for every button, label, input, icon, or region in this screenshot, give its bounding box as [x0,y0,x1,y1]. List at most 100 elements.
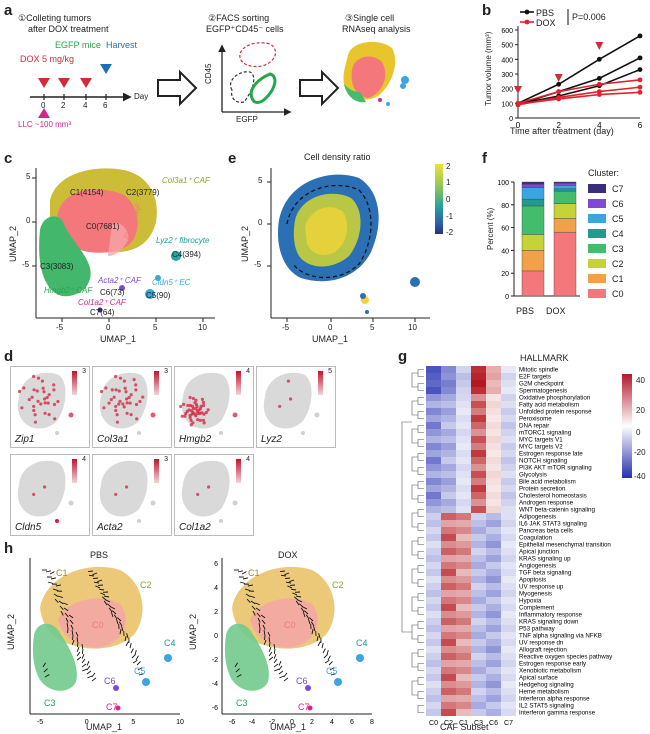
heat-cell [441,394,456,401]
dendrogram-branch [417,495,424,503]
velocity-c0-mass [250,598,318,648]
f-bar-dox-c3 [553,190,577,204]
expr-dot [42,390,46,394]
dendrogram-branch [417,537,424,545]
expr-dot [125,401,129,405]
velocity-arrow [88,574,95,577]
step3-subtitle: RNAseq analysis [342,24,411,34]
f-ytick-label: 60 [501,226,509,233]
heat-colorbar [622,374,632,478]
heat-cell [501,527,516,534]
velocity-c7-point [115,705,121,711]
expr-dot [125,397,129,401]
dendrogram-branch [417,425,424,433]
heat-cell [456,702,471,709]
gate-dashed-black [230,71,255,103]
f-bar-dox-c7 [553,181,577,184]
velocity-arrow [75,631,79,637]
heat-cell [456,464,471,471]
heat-cell [471,401,486,408]
expr-dot [40,379,45,383]
feature-plot-acta2: 3 Acta2 [92,454,172,536]
velocity-c6-point [113,685,119,691]
heat-cell [471,646,486,653]
step1-subtitle: after DOX treatment [28,24,109,34]
heat-cell [501,562,516,569]
expr-dot [43,411,47,415]
heat-cell [426,695,441,702]
heat-cell [456,674,471,681]
velocity-arrow [58,600,64,605]
heat-cell [441,492,456,499]
heat-cell [486,541,501,548]
heat-row-label: IL6 JAK STAT3 signaling [519,521,587,528]
heat-cell [456,660,471,667]
heat-cell [471,653,486,660]
velocity-arrow [323,654,328,659]
heat-row-label: Estrogen response late [519,451,583,458]
heat-row-label: Estrogen response early [519,661,587,668]
heat-cell [441,401,456,408]
heat-cell [426,534,441,541]
expression-max: 5 [328,368,332,375]
umap-e-xlabel: UMAP_1 [312,334,349,344]
f-bar-dox-c0 [553,231,577,297]
velocity-arrow [310,621,315,627]
heat-cell [486,576,501,583]
velocity-arrow [117,617,122,622]
velocity-arrow [234,662,238,668]
velocity-arrow [86,665,91,671]
expr-dot [191,396,195,401]
heat-cell [501,450,516,457]
legend-item-c5: C5 [588,211,624,226]
velocity-arrow [66,622,69,628]
feature-umap [263,372,320,435]
panel-a-schematic [30,41,409,118]
block-arrow-2 [299,69,340,107]
heat-cell [501,681,516,688]
step2-title: ②FACS sorting [208,13,270,23]
velocity-arrow [309,617,314,622]
feature-umap [99,460,156,523]
heat-cell [471,499,486,506]
heat-cell [486,387,501,394]
heat-row-label: Coagulation [519,535,553,542]
cluster-c6 [119,285,125,291]
expr-dot [196,492,200,497]
heat-cell [456,450,471,457]
heat-row-label: Androgen response [519,500,574,507]
heat-cell [456,373,471,380]
heat-row-label: Apical junction [519,549,559,556]
heat-cell [471,618,486,625]
velocity-arrow [76,646,80,652]
velocity-arrow [110,606,116,610]
heat-cell [426,464,441,471]
heat-cell [486,625,501,632]
heat-cell [426,380,441,387]
velocity-arrow [250,600,256,605]
heat-cell [501,660,516,667]
f-bar-pbs-c4 [521,198,545,207]
feature-umap [99,372,156,435]
velocity-cluster-label: C3 [236,698,248,708]
velocity-arrow [68,614,74,619]
heat-cell [456,443,471,450]
annot-lyz2: Lyz2⁺ fibrocyte [156,236,210,245]
b-ytick-label: 100 [501,101,513,108]
b-series-line-pbs [517,35,641,105]
heat-cell [486,436,501,443]
gene-label: Cldn5 [15,522,42,533]
expr-dot [135,417,139,421]
heat-cell [501,478,516,485]
heat-cell [441,415,456,422]
dox-arrows [38,78,92,88]
label-c4: C4(394) [172,250,201,259]
f-bar-dox-c2 [553,203,577,219]
expr-dot [30,395,34,399]
heat-cell [501,415,516,422]
heat-cell [471,632,486,639]
gene-label: Col1a2 [179,522,211,533]
velocity-arrow [285,581,292,584]
velocity-xlabel-dox: UMAP_1 [270,722,307,732]
heat-cell [456,667,471,674]
